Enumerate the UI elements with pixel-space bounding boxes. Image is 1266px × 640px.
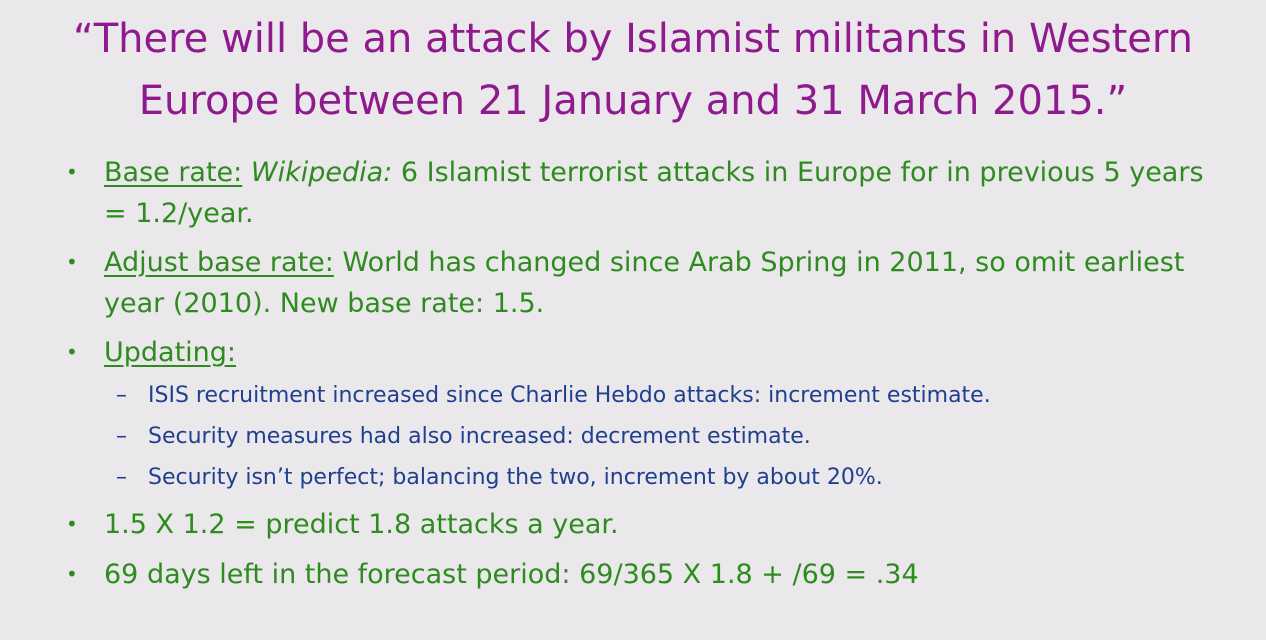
bullet-forecast-period: • 69 days left in the forecast period: 6… xyxy=(66,554,1216,595)
source-name: Wikipedia: xyxy=(250,157,393,188)
bullet-marker: • xyxy=(66,562,78,586)
bullet-body: World has changed since Arab Spring in 2… xyxy=(104,247,1185,319)
bullet-text: Base rate: Wikipedia: 6 Islamist terrori… xyxy=(104,152,1216,234)
sub-bullet-security-balance: – Security isn’t perfect; balancing the … xyxy=(116,462,1216,494)
sub-bullet-security-measures: – Security measures had also increased: … xyxy=(116,421,1216,453)
bullet-marker: • xyxy=(66,340,78,364)
bullet-text: Adjust base rate: World has changed sinc… xyxy=(104,242,1216,324)
bullet-text: Updating: xyxy=(104,332,1216,373)
sub-bullet-text: ISIS recruitment increased since Charlie… xyxy=(148,383,991,408)
sub-bullet-marker: – xyxy=(116,424,127,449)
slide-title: “There will be an attack by Islamist mil… xyxy=(73,16,1193,124)
bullet-body: 69 days left in the forecast period: 69/… xyxy=(104,559,919,590)
sub-bullet-text: Security measures had also increased: de… xyxy=(148,424,811,449)
bullet-base-rate: • Base rate: Wikipedia: 6 Islamist terro… xyxy=(66,152,1216,234)
bullet-body: 1.5 X 1.2 = predict 1.8 attacks a year. xyxy=(104,509,619,540)
bullet-adjust-base-rate: • Adjust base rate: World has changed si… xyxy=(66,242,1216,324)
bullet-marker: • xyxy=(66,160,78,184)
sub-bullet-isis-recruitment: – ISIS recruitment increased since Charl… xyxy=(116,380,1216,412)
sub-bullet-marker: – xyxy=(116,383,127,408)
bullet-updating: • Updating: xyxy=(66,332,1216,373)
sub-bullet-marker: – xyxy=(116,465,127,490)
bullet-label: Updating: xyxy=(104,337,237,368)
bullet-label: Base rate: xyxy=(104,157,243,188)
bullet-label: Adjust base rate: xyxy=(104,247,334,278)
sub-bullet-text: Security isn’t perfect; balancing the tw… xyxy=(148,465,883,490)
bullet-prediction: • 1.5 X 1.2 = predict 1.8 attacks a year… xyxy=(66,504,1216,545)
bullet-body: 6 Islamist terrorist attacks in Europe f… xyxy=(104,157,1204,229)
bullet-marker: • xyxy=(66,512,78,536)
bullet-marker: • xyxy=(66,250,78,274)
